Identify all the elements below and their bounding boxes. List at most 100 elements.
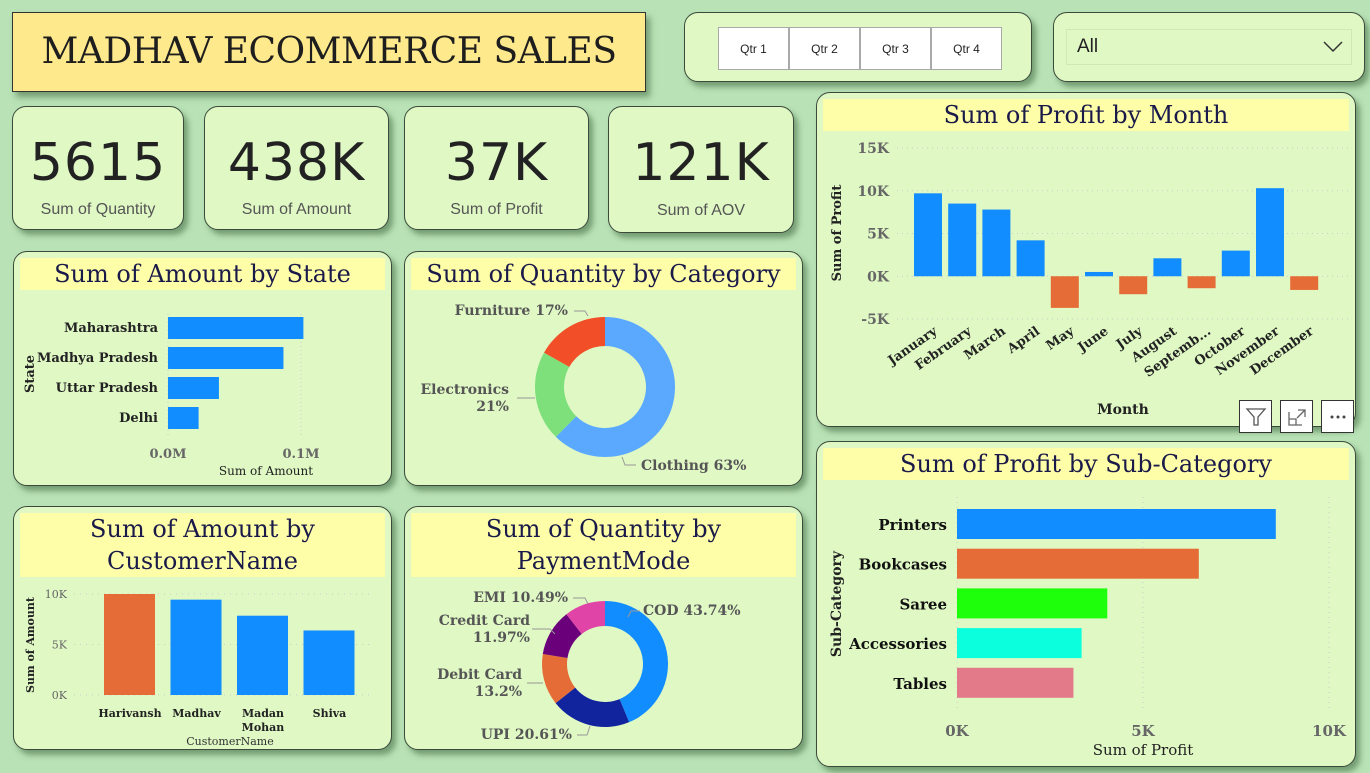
donut-slice bbox=[542, 653, 576, 704]
kpi-card-profit: 37K Sum of Profit bbox=[404, 106, 589, 230]
dashboard-title: MADHAV ECOMMERCE SALES bbox=[41, 31, 617, 72]
data-label: 11.97% bbox=[473, 630, 530, 646]
category-label: Madan bbox=[242, 707, 284, 720]
donut-slice bbox=[605, 601, 668, 723]
tick-label: 10K bbox=[1312, 722, 1347, 740]
leader-line bbox=[621, 456, 636, 466]
data-label: EMI 10.49% bbox=[473, 590, 568, 606]
qtr-2-button[interactable]: Qtr 2 bbox=[789, 27, 860, 70]
kpi-value: 5615 bbox=[29, 133, 167, 193]
chart-title: Sum of Quantity by PaymentMode bbox=[411, 513, 796, 577]
category-label: Maharashtra bbox=[64, 321, 159, 336]
quarter-slicer: Qtr 1 Qtr 2 Qtr 3 Qtr 4 bbox=[684, 12, 1032, 82]
qtr-1-button[interactable]: Qtr 1 bbox=[718, 27, 789, 70]
bar bbox=[168, 377, 219, 399]
bar bbox=[168, 347, 284, 369]
tick-label: 0K bbox=[867, 269, 890, 285]
bar bbox=[957, 588, 1108, 619]
bar bbox=[1290, 276, 1319, 290]
chart-title: Sum of Amount by CustomerName bbox=[20, 513, 385, 577]
category-label: Saree bbox=[899, 595, 947, 613]
category-label: Tables bbox=[893, 675, 947, 693]
bar bbox=[168, 407, 199, 429]
state-bar-chart: Maharashtra Madhya Pradesh Uttar Pradesh De… bbox=[23, 314, 320, 478]
tick-label: 5K bbox=[1131, 722, 1155, 740]
bar bbox=[1256, 188, 1284, 277]
x-axis-title: Sum of Profit bbox=[1093, 741, 1194, 759]
kpi-label: Sum of Profit bbox=[450, 201, 543, 218]
category-label: Madhav bbox=[172, 707, 221, 720]
category-label: Uttar Pradesh bbox=[56, 381, 159, 396]
category-label: Shiva bbox=[313, 707, 347, 720]
tick-label: 0.1M bbox=[282, 447, 319, 462]
chart-title: Sum of Quantity by Category bbox=[411, 258, 796, 290]
kpi-value: 37K bbox=[444, 133, 549, 193]
state-chart-card: Sum of Amount by State Maharashtra Madhya… bbox=[13, 251, 392, 486]
bar bbox=[1221, 250, 1250, 277]
data-label: Debit Card bbox=[437, 667, 522, 683]
month-chart-card: Sum of Profit by Month -5K 0K 5K 10K 15K Janu… bbox=[816, 92, 1356, 427]
donut-slice bbox=[542, 614, 582, 658]
donut-slice bbox=[535, 352, 577, 437]
chart-title: Sum of Amount by State bbox=[20, 258, 385, 290]
leader-line bbox=[532, 628, 556, 635]
kpi-label: Sum of Amount bbox=[241, 201, 352, 218]
more-options-button[interactable] bbox=[1321, 400, 1354, 433]
bar bbox=[1050, 276, 1079, 308]
data-label: 21% bbox=[476, 399, 509, 415]
category-label: Accessories bbox=[848, 635, 947, 653]
chevron-down-icon bbox=[1323, 41, 1343, 53]
kpi-card-amount: 438K Sum of Amount bbox=[204, 106, 389, 230]
qtr-4-button[interactable]: Qtr 4 bbox=[931, 27, 1002, 70]
tick-label: 15K bbox=[857, 141, 889, 157]
y-axis-title: Sum of Profit bbox=[830, 185, 845, 282]
donut-slice bbox=[544, 317, 605, 367]
bar bbox=[170, 599, 222, 695]
tick-label: 0.0M bbox=[149, 447, 186, 462]
kpi-card-aov: 121K Sum of AOV bbox=[608, 106, 794, 233]
data-label: UPI 20.61% bbox=[481, 727, 572, 743]
chart-title: Sum of Profit by Month bbox=[823, 99, 1349, 131]
filter-button[interactable] bbox=[1239, 400, 1272, 433]
bar bbox=[982, 209, 1011, 277]
category-label: Mohan bbox=[242, 721, 285, 734]
y-axis-title: Sub-Category bbox=[829, 550, 845, 657]
category-label: Delhi bbox=[119, 411, 158, 426]
data-label: 13.2% bbox=[475, 684, 522, 700]
x-axis-title: CustomerName bbox=[186, 735, 274, 748]
donut-slice bbox=[555, 317, 675, 457]
kpi-label: Sum of Quantity bbox=[40, 201, 156, 218]
focus-mode-button[interactable] bbox=[1280, 400, 1313, 433]
bar bbox=[303, 630, 355, 695]
qtr-3-button[interactable]: Qtr 3 bbox=[860, 27, 931, 70]
y-axis-title: Sum of Amount bbox=[24, 596, 37, 693]
bar bbox=[957, 509, 1276, 539]
bar bbox=[957, 628, 1082, 659]
data-label: COD 43.74% bbox=[643, 603, 741, 619]
leader-line bbox=[574, 310, 589, 317]
customer-chart-card: Sum of Amount by CustomerName 0K 5K 10K Har… bbox=[13, 506, 392, 750]
bar bbox=[948, 203, 977, 277]
category-label: Printers bbox=[878, 516, 947, 534]
data-label: Credit Card bbox=[439, 613, 530, 629]
kpi-value: 438K bbox=[227, 133, 366, 193]
chart-title: Sum of Profit by Sub-Category bbox=[823, 448, 1349, 480]
tick-label: 0K bbox=[52, 689, 68, 702]
dropdown-select[interactable]: All bbox=[1066, 29, 1352, 65]
data-label: Clothing 63% bbox=[641, 458, 746, 474]
bar bbox=[237, 615, 288, 695]
bar bbox=[168, 317, 304, 339]
category-chart-card: Sum of Quantity by Category Furniture 17… bbox=[404, 251, 803, 486]
more-options-icon bbox=[1330, 415, 1345, 418]
bar bbox=[1187, 276, 1216, 289]
tick-label: 10K bbox=[45, 588, 68, 601]
dropdown-slicer: All bbox=[1053, 12, 1365, 82]
kpi-card-quantity: 5615 Sum of Quantity bbox=[12, 106, 184, 230]
bar bbox=[1016, 240, 1045, 277]
month-label: April bbox=[1004, 324, 1043, 357]
bar bbox=[104, 594, 155, 695]
data-label: Furniture 17% bbox=[455, 303, 568, 319]
bar bbox=[957, 548, 1199, 579]
